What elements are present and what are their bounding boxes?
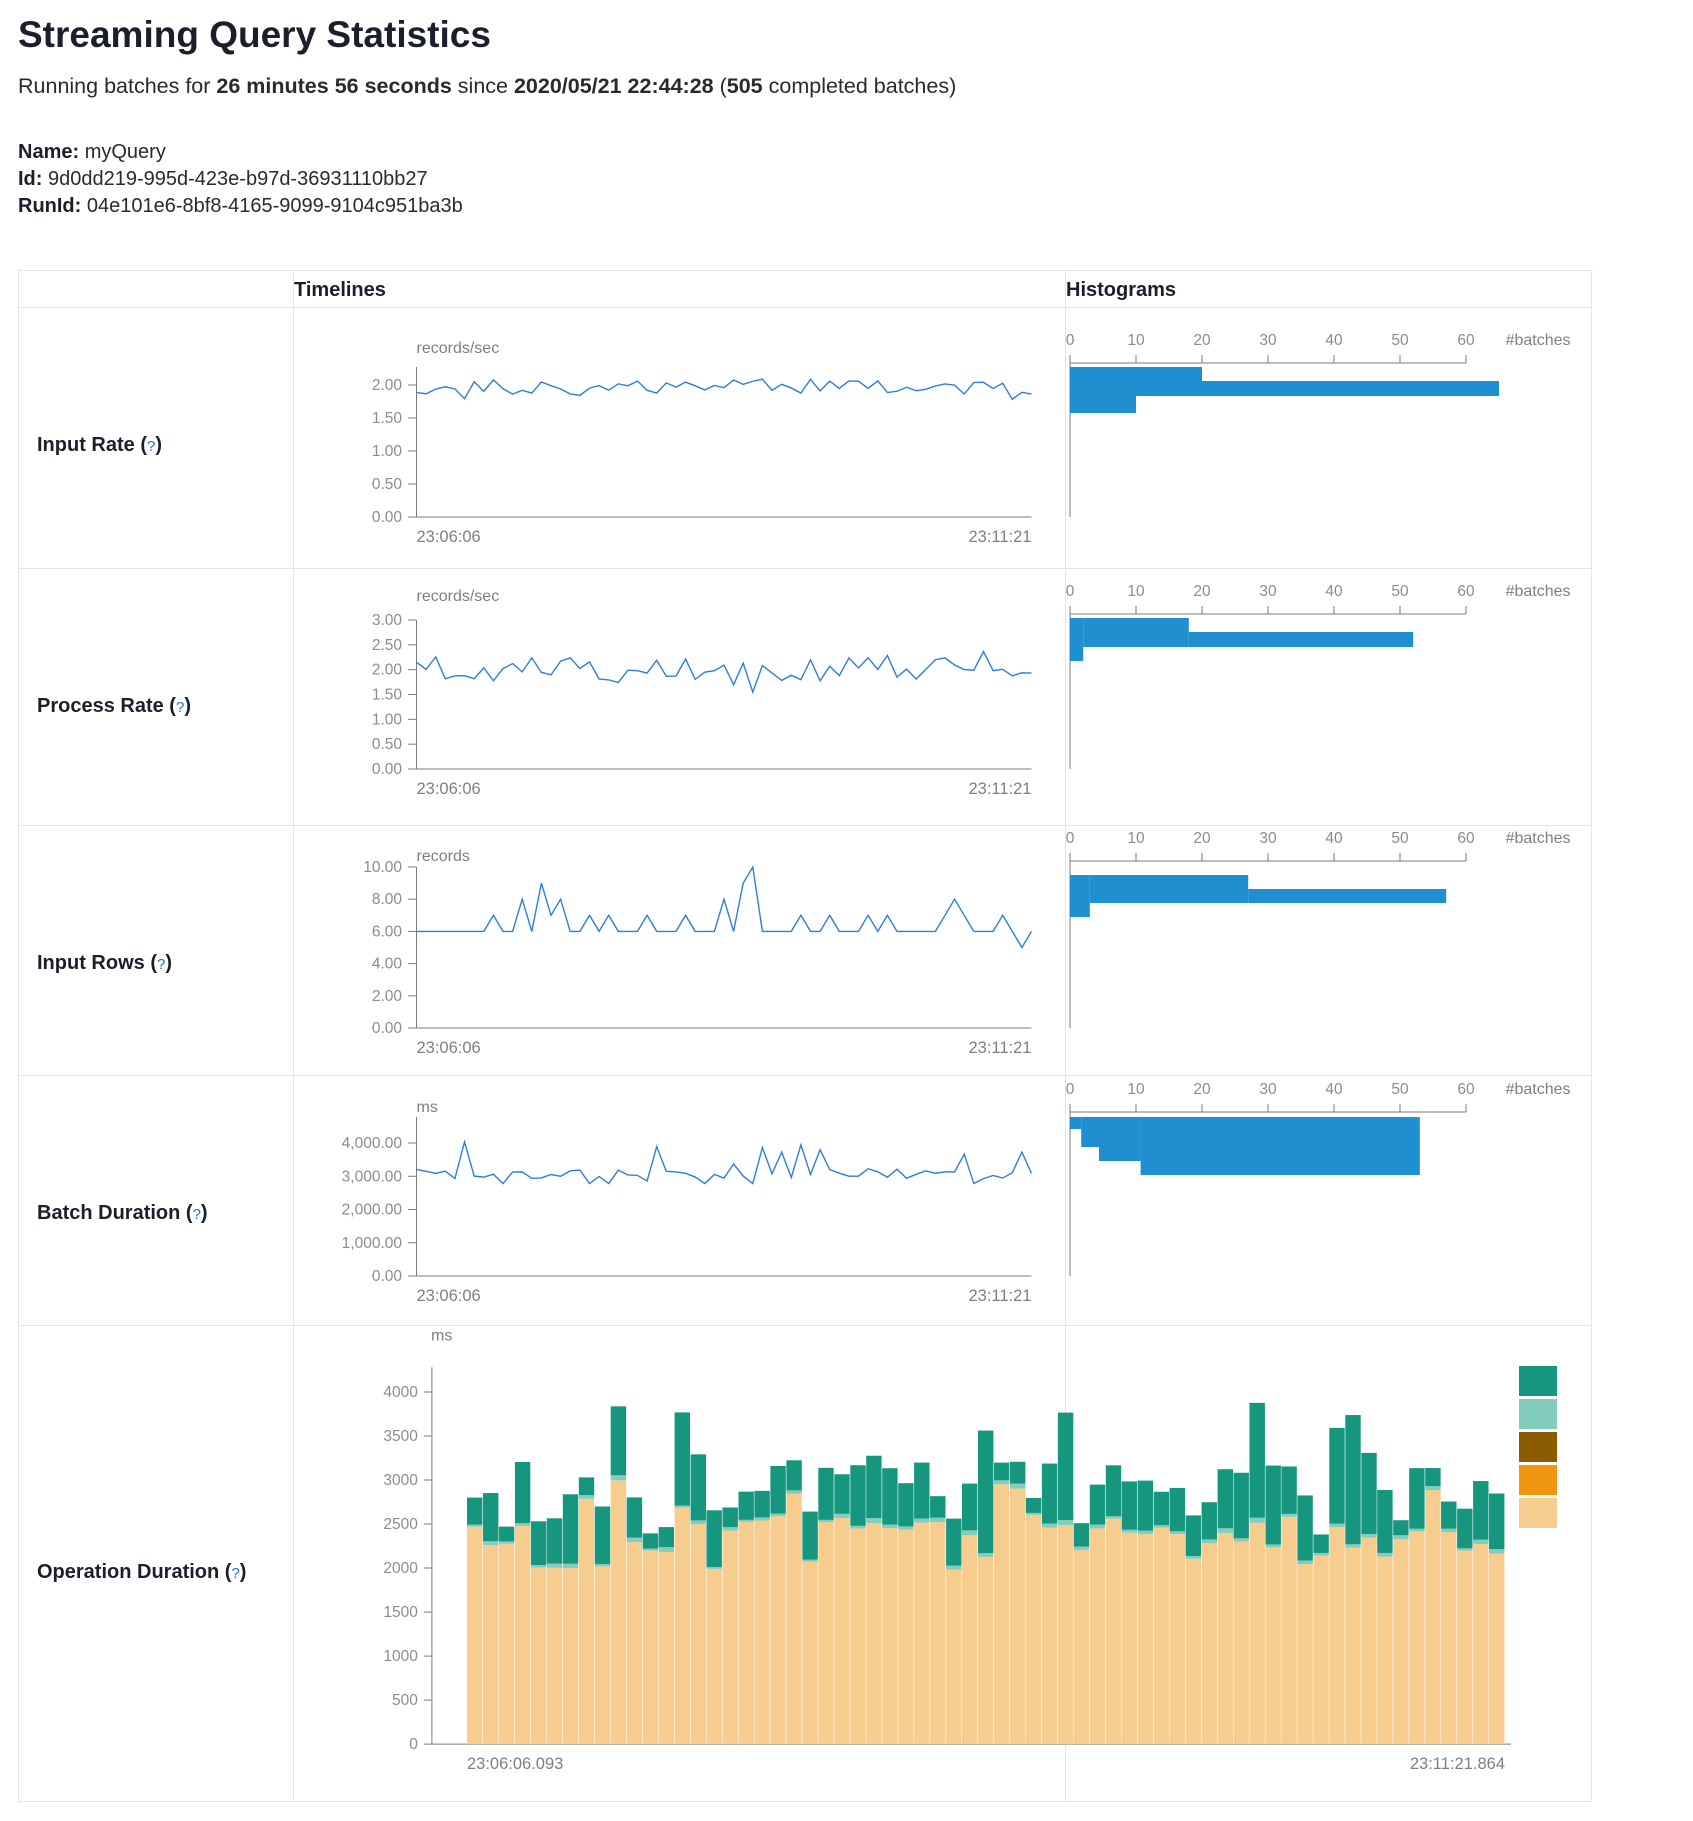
svg-text:1,000.00: 1,000.00 xyxy=(342,1235,403,1252)
svg-text:#batches: #batches xyxy=(1506,830,1571,847)
svg-text:4.00: 4.00 xyxy=(372,956,403,973)
svg-text:60: 60 xyxy=(1457,332,1475,349)
svg-text:30: 30 xyxy=(1259,830,1277,847)
svg-text:60: 60 xyxy=(1457,583,1475,600)
svg-text:50: 50 xyxy=(1391,830,1409,847)
svg-text:3.00: 3.00 xyxy=(372,612,403,629)
svg-text:50: 50 xyxy=(1391,1081,1409,1098)
svg-text:30: 30 xyxy=(1259,583,1277,600)
svg-text:0: 0 xyxy=(1066,1081,1075,1098)
svg-text:1000: 1000 xyxy=(383,1648,418,1665)
svg-text:4000: 4000 xyxy=(383,1384,418,1401)
svg-text:3000: 3000 xyxy=(383,1472,418,1489)
svg-text:0.00: 0.00 xyxy=(372,1268,403,1285)
svg-text:60: 60 xyxy=(1457,1081,1475,1098)
svg-text:30: 30 xyxy=(1259,332,1277,349)
svg-text:23:11:21: 23:11:21 xyxy=(968,780,1031,798)
svg-text:0.50: 0.50 xyxy=(372,736,403,753)
svg-text:records/sec: records/sec xyxy=(417,340,500,357)
svg-text:10: 10 xyxy=(1127,830,1145,847)
svg-text:23:11:21: 23:11:21 xyxy=(968,1039,1031,1057)
svg-text:30: 30 xyxy=(1259,1081,1277,1098)
svg-text:23:06:06: 23:06:06 xyxy=(417,780,481,798)
svg-text:40: 40 xyxy=(1325,583,1343,600)
svg-text:3500: 3500 xyxy=(383,1428,418,1445)
svg-text:2,000.00: 2,000.00 xyxy=(342,1202,403,1219)
svg-text:2.00: 2.00 xyxy=(372,988,403,1005)
svg-text:40: 40 xyxy=(1325,830,1343,847)
svg-text:23:06:06.093: 23:06:06.093 xyxy=(467,1755,563,1773)
svg-text:23:11:21: 23:11:21 xyxy=(968,1287,1031,1305)
svg-text:0.00: 0.00 xyxy=(372,509,403,526)
svg-text:6.00: 6.00 xyxy=(372,923,403,940)
svg-text:50: 50 xyxy=(1391,583,1409,600)
svg-text:#batches: #batches xyxy=(1506,583,1571,600)
svg-text:23:11:21.864: 23:11:21.864 xyxy=(1410,1755,1505,1773)
svg-text:1500: 1500 xyxy=(383,1604,418,1621)
svg-text:50: 50 xyxy=(1391,332,1409,349)
svg-text:2000: 2000 xyxy=(383,1560,418,1577)
svg-text:10.00: 10.00 xyxy=(363,859,402,876)
svg-text:40: 40 xyxy=(1325,332,1343,349)
svg-text:1.00: 1.00 xyxy=(372,711,403,728)
svg-text:0.50: 0.50 xyxy=(372,476,403,493)
svg-text:23:06:06: 23:06:06 xyxy=(417,1287,481,1305)
svg-text:0: 0 xyxy=(1066,583,1075,600)
svg-text:23:11:21: 23:11:21 xyxy=(968,528,1031,546)
svg-text:60: 60 xyxy=(1457,830,1475,847)
svg-text:20: 20 xyxy=(1193,1081,1211,1098)
svg-text:20: 20 xyxy=(1193,830,1211,847)
svg-text:4,000.00: 4,000.00 xyxy=(342,1135,403,1152)
svg-text:1.50: 1.50 xyxy=(372,410,403,427)
svg-text:0: 0 xyxy=(1066,830,1075,847)
svg-text:20: 20 xyxy=(1193,332,1211,349)
svg-text:2.00: 2.00 xyxy=(372,662,403,679)
svg-text:23:06:06: 23:06:06 xyxy=(417,528,481,546)
svg-text:1.00: 1.00 xyxy=(372,443,403,460)
svg-text:#batches: #batches xyxy=(1506,332,1571,349)
svg-text:2.00: 2.00 xyxy=(372,377,403,394)
svg-text:0.00: 0.00 xyxy=(372,761,403,778)
svg-text:2.50: 2.50 xyxy=(372,637,403,654)
svg-text:0: 0 xyxy=(1066,332,1075,349)
svg-text:ms: ms xyxy=(417,1099,438,1116)
svg-text:0: 0 xyxy=(409,1736,418,1753)
svg-text:8.00: 8.00 xyxy=(372,891,403,908)
svg-text:10: 10 xyxy=(1127,332,1145,349)
svg-text:records: records xyxy=(417,848,470,865)
svg-text:40: 40 xyxy=(1325,1081,1343,1098)
svg-text:#batches: #batches xyxy=(1506,1081,1571,1098)
svg-text:23:06:06: 23:06:06 xyxy=(417,1039,481,1057)
svg-text:2500: 2500 xyxy=(383,1516,418,1533)
svg-text:500: 500 xyxy=(392,1692,418,1709)
svg-text:10: 10 xyxy=(1127,1081,1145,1098)
svg-text:0.00: 0.00 xyxy=(372,1020,403,1037)
svg-text:20: 20 xyxy=(1193,583,1211,600)
svg-text:3,000.00: 3,000.00 xyxy=(342,1168,403,1185)
svg-text:ms: ms xyxy=(431,1327,452,1344)
svg-text:1.50: 1.50 xyxy=(372,687,403,704)
svg-text:records/sec: records/sec xyxy=(417,588,500,605)
svg-text:10: 10 xyxy=(1127,583,1145,600)
